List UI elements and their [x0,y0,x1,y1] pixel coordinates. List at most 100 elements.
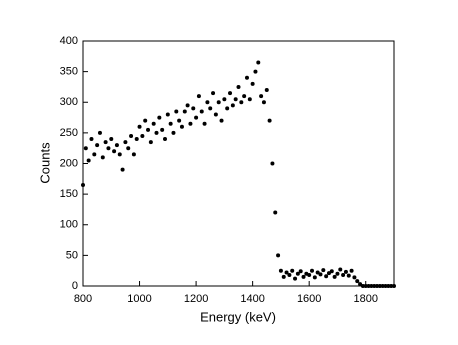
data-point [278,268,283,273]
data-point [228,91,233,96]
y-tick-label: 50 [66,249,78,261]
data-point [310,268,315,273]
data-point [95,143,100,148]
data-point [225,106,230,111]
data-point [377,284,382,288]
data-point [273,210,278,215]
data-point [321,268,326,273]
x-tick-label: 1600 [297,293,321,305]
y-tick-label: 350 [60,66,78,78]
data-point [270,161,275,166]
data-point [261,100,266,105]
data-point [157,115,162,120]
data-point [134,137,139,141]
data-point [191,106,196,111]
data-point [126,146,131,151]
data-point [312,275,317,280]
data-point [114,143,119,148]
data-point [196,94,201,99]
x-tick-label: 1800 [353,293,377,305]
data-point [244,75,249,80]
data-point [276,253,281,258]
data-point [211,91,216,96]
data-point [202,121,207,126]
data-point [349,268,354,273]
data-point [380,284,385,288]
data-point [281,274,286,279]
data-point [287,272,292,277]
data-point [177,118,182,123]
data-point [165,112,170,117]
x-tick-label: 1000 [127,293,151,305]
data-point [250,81,255,86]
data-point [205,100,210,105]
data-point [185,103,190,108]
data-point [369,284,374,288]
data-point [363,284,368,288]
x-tick-label: 1200 [184,293,208,305]
data-point [267,118,272,123]
x-axis-label: Energy (keV) [200,309,276,324]
data-point [140,133,145,138]
data-point [341,272,346,277]
data-point [81,182,85,187]
data-point [386,284,391,288]
data-point [137,124,142,129]
data-point [329,269,334,274]
data-point [293,276,298,281]
data-point [83,146,88,151]
data-point [151,121,156,126]
data-point [148,140,153,145]
data-point [332,274,337,279]
data-point [109,137,114,141]
data-point [89,137,94,141]
data-point [154,130,159,135]
data-point [346,273,351,278]
data-point [284,270,289,275]
data-point [143,118,148,123]
data-point [298,269,303,274]
data-point [103,140,108,145]
plot-frame [82,40,395,287]
data-point [343,269,348,274]
data-point [290,268,295,273]
data-point [194,115,199,120]
data-point [389,284,394,288]
data-point [233,97,238,102]
data-point [315,270,320,275]
data-point [295,271,300,276]
data-point [171,130,176,135]
data-point [324,274,329,279]
data-point [216,100,221,105]
data-point [360,284,365,288]
data-point [392,284,396,288]
data-point [264,88,269,92]
y-tick-label: 400 [60,35,78,47]
y-tick-label: 100 [60,219,78,231]
y-tick-label: 200 [60,157,78,169]
data-point [129,133,134,138]
y-axis-label: Counts [37,142,52,184]
data-point [146,127,151,132]
data-point [366,284,371,288]
data-point [242,94,247,99]
data-point [219,118,224,123]
data-point [318,272,323,277]
data-point [307,272,312,277]
data-point [301,274,306,279]
data-point [372,284,377,288]
data-point [86,158,91,163]
x-tick-label: 800 [74,293,92,305]
data-point [239,100,244,105]
data-point [123,140,128,145]
data-point [179,124,184,129]
data-point [97,130,102,135]
y-tick-label: 300 [60,96,78,108]
data-point [117,152,122,157]
data-point [160,127,165,132]
data-point [326,271,331,276]
data-point [358,282,363,287]
data-point [222,97,227,102]
y-tick-label: 150 [60,188,78,200]
